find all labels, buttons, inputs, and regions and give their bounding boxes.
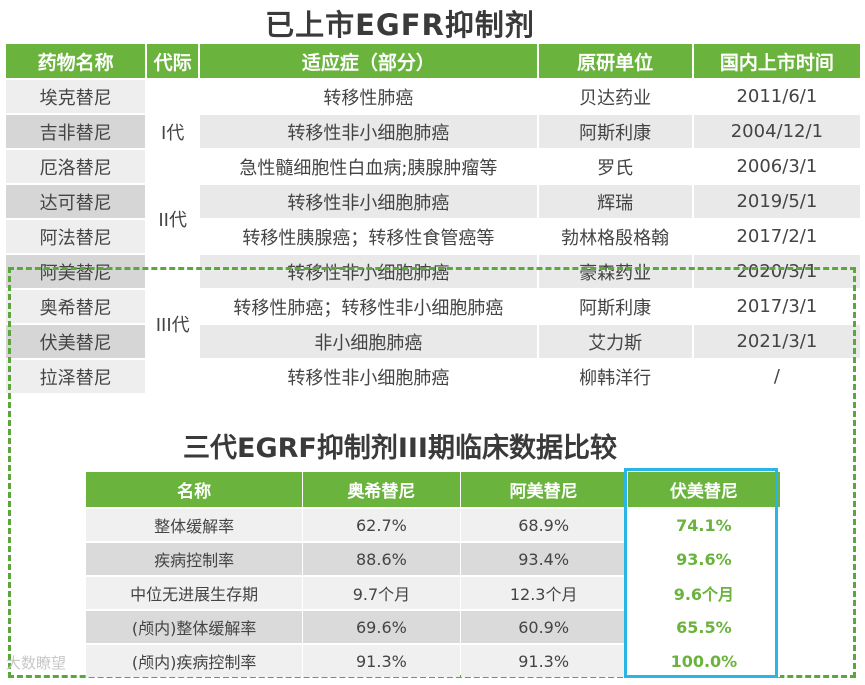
osimertinib-value: 91.3% (303, 645, 460, 677)
drug-name: 伏美替尼 (6, 325, 146, 358)
launch-date: 2011/6/1 (693, 80, 860, 113)
watermark: 大数瞭望 (6, 654, 67, 672)
osimertinib-value: 62.7% (303, 509, 460, 541)
originator: 柳韩洋行 (538, 360, 692, 393)
drug-name: 厄洛替尼 (6, 150, 146, 183)
indication: 转移性肺癌；转移性非小细胞肺癌 (200, 290, 537, 323)
launch-date: 2021/3/1 (693, 325, 860, 358)
launch-date: 2006/3/1 (693, 150, 860, 183)
osimertinib-value: 88.6% (303, 543, 460, 575)
metric-label: 疾病控制率 (86, 543, 303, 575)
table-row: 疾病控制率 88.6% 93.4% 93.6% (86, 543, 780, 575)
originator: 阿斯利康 (538, 115, 692, 148)
metric-label: (颅内)整体缓解率 (86, 611, 303, 643)
indication: 转移性非小细胞肺癌 (200, 115, 537, 148)
launch-date: 2017/3/1 (693, 290, 860, 323)
header-metric: 名称 (86, 472, 303, 507)
almonertinib-value: 60.9% (460, 611, 627, 643)
table-row: 吉非替尼 转移性非小细胞肺癌 阿斯利康 2004/12/1 (6, 115, 860, 148)
generation-label: I代 (147, 80, 199, 183)
metric-label: 整体缓解率 (86, 509, 303, 541)
almonertinib-value: 91.3% (460, 645, 627, 677)
header-indication: 适应症（部分） (200, 44, 537, 78)
originator: 勃林格殷格翰 (538, 220, 692, 253)
header-almonertinib: 阿美替尼 (460, 472, 627, 507)
furmonertinib-value: 93.6% (627, 543, 780, 575)
almonertinib-value: 68.9% (460, 509, 627, 541)
originator: 辉瑞 (538, 185, 692, 218)
table-row: (颅内)疾病控制率 91.3% 91.3% 100.0% (86, 645, 780, 677)
almonertinib-value: 12.3个月 (460, 577, 627, 609)
launch-date: / (693, 360, 860, 393)
drug-name: 奥希替尼 (6, 290, 146, 323)
table-row: 伏美替尼 非小细胞肺癌 艾力斯 2021/3/1 (6, 325, 860, 358)
header-launch-date: 国内上市时间 (693, 44, 860, 78)
table-row: 中位无进展生存期 9.7个月 12.3个月 9.6个月 (86, 577, 780, 609)
furmonertinib-value: 65.5% (627, 611, 780, 643)
generation-label: II代 (147, 185, 199, 253)
drug-name: 埃克替尼 (6, 80, 146, 113)
header-furmonertinib: 伏美替尼 (627, 472, 780, 507)
indication: 转移性肺癌 (200, 80, 537, 113)
launch-date: 2020/3/1 (693, 255, 860, 288)
header-generation: 代际 (147, 44, 199, 78)
osimertinib-value: 69.6% (303, 611, 460, 643)
indication: 转移性非小细胞肺癌 (200, 255, 537, 288)
indication: 转移性胰腺癌；转移性食管癌等 (200, 220, 537, 253)
metric-label: 中位无进展生存期 (86, 577, 303, 609)
table-row: 阿美替尼 III代 转移性非小细胞肺癌 豪森药业 2020/3/1 (6, 255, 860, 393)
table-row: 拉泽替尼 转移性非小细胞肺癌 柳韩洋行 / (6, 360, 860, 393)
drug-name: 阿美替尼 (6, 255, 146, 288)
indication: 急性髓细胞性白血病;胰腺肿瘤等 (200, 150, 537, 183)
furmonertinib-value: 100.0% (627, 645, 780, 677)
metric-label: (颅内)疾病控制率 (86, 645, 303, 677)
phase3-comparison-table: 名称 奥希替尼 阿美替尼 伏美替尼 整体缓解率 62.7% 68.9% 74.1… (85, 470, 781, 679)
launch-date: 2004/12/1 (693, 115, 860, 148)
originator: 罗氏 (538, 150, 692, 183)
table-row: 埃克替尼 I代 转移性肺癌 贝达药业 2011/6/1 (6, 80, 860, 183)
page-title: 已上市EGFR抑制剂 (265, 8, 535, 42)
launch-date: 2017/2/1 (693, 220, 860, 253)
table-row: 厄洛替尼 急性髓细胞性白血病;胰腺肿瘤等 罗氏 2006/3/1 (6, 150, 860, 183)
table-row: 整体缓解率 62.7% 68.9% 74.1% (86, 509, 780, 541)
header-drug-name: 药物名称 (6, 44, 146, 78)
indication: 转移性非小细胞肺癌 (200, 360, 537, 393)
table-row: 达可替尼 II代 转移性非小细胞肺癌 辉瑞 2019/5/1 (6, 185, 860, 253)
furmonertinib-value: 9.6个月 (627, 577, 780, 609)
originator: 艾力斯 (538, 325, 692, 358)
drug-name: 阿法替尼 (6, 220, 146, 253)
indication: 非小细胞肺癌 (200, 325, 537, 358)
drug-name: 达可替尼 (6, 185, 146, 218)
originator: 阿斯利康 (538, 290, 692, 323)
drug-name: 拉泽替尼 (6, 360, 146, 393)
header-osimertinib: 奥希替尼 (303, 472, 460, 507)
originator: 贝达药业 (538, 80, 692, 113)
indication: 转移性非小细胞肺癌 (200, 185, 537, 218)
table-row: 奥希替尼 转移性肺癌；转移性非小细胞肺癌 阿斯利康 2017/3/1 (6, 290, 860, 323)
table-row: 阿法替尼 转移性胰腺癌；转移性食管癌等 勃林格殷格翰 2017/2/1 (6, 220, 860, 253)
drug-name: 吉非替尼 (6, 115, 146, 148)
originator: 豪森药业 (538, 255, 692, 288)
generation-label: III代 (147, 255, 199, 393)
almonertinib-value: 93.4% (460, 543, 627, 575)
osimertinib-value: 9.7个月 (303, 577, 460, 609)
furmonertinib-value: 74.1% (627, 509, 780, 541)
comparison-title: 三代EGRF抑制剂III期临床数据比较 (183, 433, 617, 464)
table-row: (颅内)整体缓解率 69.6% 60.9% 65.5% (86, 611, 780, 643)
launch-date: 2019/5/1 (693, 185, 860, 218)
egfr-inhibitor-table: 药物名称 代际 适应症（部分） 原研单位 国内上市时间 埃克替尼 I代 转移性肺… (4, 42, 862, 395)
header-originator: 原研单位 (538, 44, 692, 78)
